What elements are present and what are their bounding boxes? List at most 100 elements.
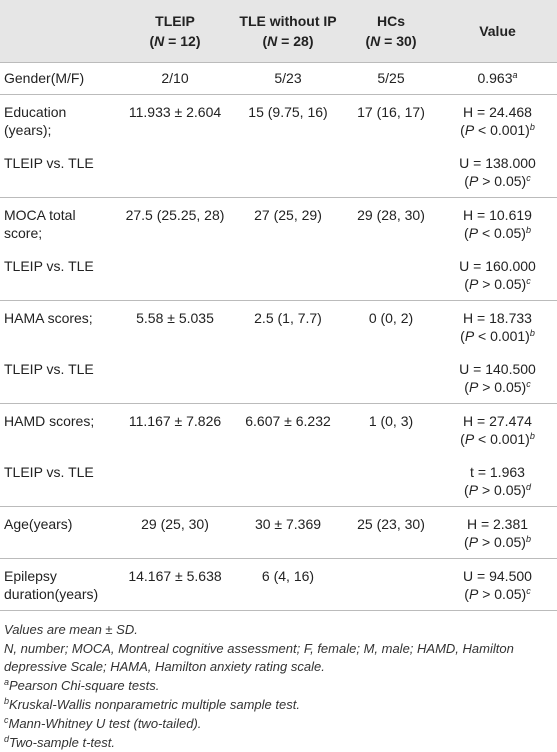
table-cell: [118, 249, 232, 301]
value-cell: U = 160.000 (P > 0.05)c: [438, 249, 557, 301]
value-note: c: [526, 586, 531, 596]
value-p: (P > 0.05)c: [438, 172, 557, 190]
table-cell: 2/10: [118, 62, 232, 95]
column-title: HCs: [376, 13, 405, 29]
column-n: (N = 28): [232, 31, 344, 51]
table-row: Gender(M/F) 2/10 5/23 5/25 0.963a: [0, 62, 557, 95]
p-part: (: [460, 431, 465, 447]
footnote: Values are mean ± SD.: [4, 621, 553, 639]
value-note: c: [526, 173, 531, 183]
table-cell: 1 (0, 3): [344, 404, 438, 456]
table-cell: [344, 558, 438, 611]
table-header: TLEIP (N = 12) TLE without IP (N = 28) HCs (N…: [0, 0, 557, 63]
table-cell: 5/23: [232, 62, 344, 95]
table-cell: 11.933 ± 2.604: [118, 95, 232, 147]
p-part: > 0.05): [478, 379, 527, 395]
row-label-line: TLEIP vs. TLE: [4, 464, 94, 480]
footnote: aPearson Chi-square tests.: [4, 677, 553, 695]
value-cell: U = 140.500 (P > 0.05)c: [438, 352, 557, 404]
p-part: < 0.05): [478, 225, 526, 241]
p-part: > 0.05): [478, 482, 526, 498]
row-label: TLEIP vs. TLE: [0, 146, 118, 198]
value-note: b: [525, 225, 531, 235]
row-label: Education (years);: [0, 95, 118, 147]
p-part: < 0.001): [474, 431, 530, 447]
cell-text: 6.607 ± 6.232: [245, 413, 331, 429]
table-row: HAMD scores; 11.167 ± 7.826 6.607 ± 6.232 1…: [0, 404, 557, 456]
value-main: U = 138.000: [438, 154, 557, 172]
cell-text: 29 (28, 30): [357, 207, 425, 223]
p-part: P: [464, 328, 475, 344]
value-cell: H = 10.619 (P < 0.05)b: [438, 198, 557, 250]
table-row: HAMA scores; 5.58 ± 5.035 2.5 (1, 7.7) 0 (0…: [0, 301, 557, 353]
p-part: < 0.001): [474, 122, 530, 138]
row-label-line: TLEIP vs. TLE: [4, 258, 94, 274]
p-part: > 0.05): [478, 276, 527, 292]
table-cell: [344, 249, 438, 301]
footnote: bKruskal-Wallis nonparametric multiple s…: [4, 696, 553, 714]
table-cell: 29 (28, 30): [344, 198, 438, 250]
header-row: TLEIP (N = 12) TLE without IP (N = 28) HCs (N…: [0, 0, 557, 63]
footnote-text: N, number; MOCA, Montreal cognitive asse…: [4, 641, 514, 674]
row-label: Gender(M/F): [0, 62, 118, 95]
value-cell: H = 27.474 (P < 0.001)b: [438, 404, 557, 456]
p-part: P: [464, 122, 475, 138]
cell-text: 1 (0, 3): [368, 413, 414, 429]
value-main: U = 94.500: [438, 567, 557, 585]
footnote-mark: a: [4, 677, 10, 687]
row-label: Age(years): [0, 506, 118, 559]
value-p: (P > 0.05)b: [438, 533, 557, 551]
value-note: c: [526, 276, 531, 286]
table-cell: 14.167 ± 5.638: [118, 558, 232, 611]
value-note: b: [529, 328, 535, 338]
cell-text: 27.5 (25.25, 28): [125, 207, 225, 223]
table-cell: [344, 352, 438, 404]
value-cell: 0.963a: [438, 62, 557, 95]
row-label-line: score;: [4, 225, 43, 241]
value-p: (P < 0.001)b: [438, 430, 557, 448]
value-stat: U = 140.500: [459, 361, 536, 377]
p-part: (: [460, 328, 465, 344]
value-stat: U = 138.000: [459, 155, 536, 171]
cell-text: 11.167 ± 7.826: [128, 413, 222, 429]
table-row: Education (years); 11.933 ± 2.604 15 (9.75,…: [0, 95, 557, 147]
table-cell: [118, 146, 232, 198]
footnote-mark: b: [4, 696, 10, 706]
table-cell: 27 (25, 29): [232, 198, 344, 250]
value-main: H = 18.733: [438, 309, 557, 327]
table-cell: [118, 455, 232, 507]
footnote-text: Pearson Chi-square tests.: [9, 678, 160, 693]
column-n-part: (: [365, 33, 371, 49]
footnote-text: Mann-Whitney U test (two-tailed).: [8, 716, 202, 731]
table-cell: 30 ± 7.369: [232, 506, 344, 559]
value-stat: H = 10.619: [463, 207, 532, 223]
row-label-line: Epilepsy: [4, 568, 57, 584]
row-label-line: HAMD scores;: [4, 413, 95, 429]
value-main: 0.963a: [438, 69, 557, 87]
p-part: (: [460, 122, 465, 138]
column-n-part: = 28): [277, 33, 314, 49]
p-part: > 0.05): [478, 173, 527, 189]
value-p: (P > 0.05)c: [438, 275, 557, 293]
value-main: U = 140.500: [438, 360, 557, 378]
cell-text: 0 (0, 2): [368, 310, 414, 326]
value-stat: H = 24.468: [463, 104, 532, 120]
cell-text: 30 ± 7.369: [254, 516, 322, 532]
cell-text: 14.167 ± 5.638: [128, 568, 222, 584]
value-p: (P > 0.05)c: [438, 585, 557, 603]
table-cell: [232, 146, 344, 198]
table-cell: 0 (0, 2): [344, 301, 438, 353]
row-label: HAMA scores;: [0, 301, 118, 353]
data-table: TLEIP (N = 12) TLE without IP (N = 28) HCs (N…: [0, 0, 557, 611]
cell-text: 5.58 ± 5.035: [136, 310, 214, 326]
value-stat: H = 27.474: [463, 413, 532, 429]
row-label: TLEIP vs. TLE: [0, 352, 118, 404]
row-label: HAMD scores;: [0, 404, 118, 456]
table-cell: 6 (4, 16): [232, 558, 344, 611]
cell-text: 11.933 ± 2.604: [128, 104, 222, 120]
table-cell: 11.167 ± 7.826: [118, 404, 232, 456]
value-main: H = 27.474: [438, 412, 557, 430]
table-cell: 6.607 ± 6.232: [232, 404, 344, 456]
value-cell: H = 24.468 (P < 0.001)b: [438, 95, 557, 147]
footnote-text: Values are mean ± SD.: [4, 622, 138, 637]
